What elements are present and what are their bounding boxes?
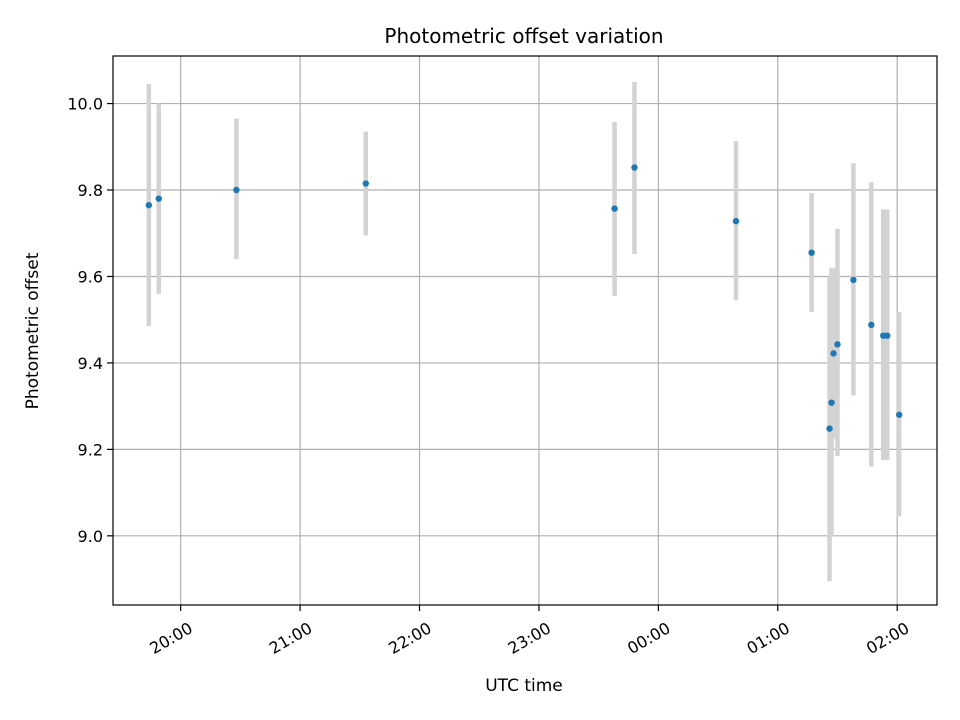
data-point [233,186,240,194]
y-tick-label: 10.0 [67,95,103,114]
chart-title: Photometric offset variation [384,24,663,48]
y-tick-label: 9.6 [78,267,103,286]
data-point [631,164,638,171]
plot-frame [112,55,938,606]
data-point [830,350,837,357]
data-point [611,205,618,212]
y-axis-label: Photometric offset [23,252,43,409]
y-tick-label: 9.8 [78,181,103,200]
x-axis-label: UTC time [485,676,563,696]
y-tick-label: 9.0 [78,527,103,546]
data-point [828,399,835,406]
x-tick-label: 20:00 [146,618,195,658]
data-point [826,425,833,432]
data-point [850,276,857,284]
x-tick-label: 02:00 [863,618,912,658]
data-point [145,201,153,209]
data-point [884,332,891,339]
y-axis-ticks: 9.0 9.2 9.4 9.6 9.8 10.0 [67,95,113,546]
x-axis-ticks: 20:00 21:00 22:00 23:00 00:00 01:00 02:00 [146,605,912,658]
data-point [732,217,740,225]
x-tick-label: 21:00 [266,618,315,658]
data-point [834,341,841,348]
data-point [155,195,162,202]
y-tick-label: 9.4 [78,354,103,373]
x-tick-label: 23:00 [505,618,554,658]
y-tick-label: 9.2 [78,440,103,459]
plot-area [113,56,937,605]
data-point [808,249,815,256]
data-point [868,321,875,329]
data-point [895,411,903,418]
data-point [362,180,369,187]
data-points [145,164,903,432]
x-tick-label: 01:00 [744,618,793,658]
x-tick-label: 00:00 [624,618,673,658]
grid [113,56,937,605]
x-tick-label: 22:00 [385,618,434,658]
